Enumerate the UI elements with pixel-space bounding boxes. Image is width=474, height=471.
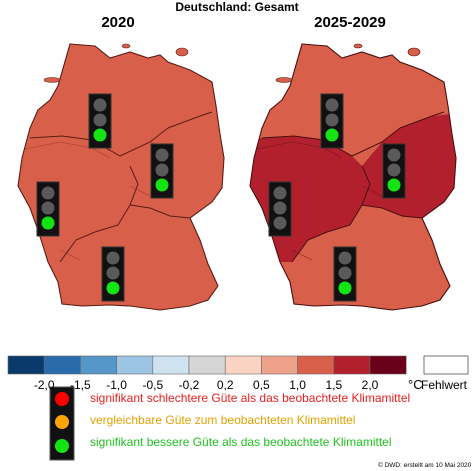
traffic-light-lamp xyxy=(387,178,401,192)
colorbar-tick-label: -2,0 xyxy=(33,378,55,392)
panel-title-right: 2025-2029 xyxy=(314,14,386,31)
traffic-light-south xyxy=(101,246,125,302)
traffic-light-lamp xyxy=(41,201,55,215)
colorbar-bin xyxy=(224,355,262,375)
traffic-light-lamp xyxy=(387,148,401,162)
colorbar-tick-label: 0,5 xyxy=(253,378,270,392)
traffic-light-lamp xyxy=(338,266,352,280)
legend-comparable-text: vergleichbare Güte zum beobachteten Klim… xyxy=(90,413,356,427)
colorbar-unit: °C xyxy=(408,377,423,392)
traffic-light-north xyxy=(320,93,344,149)
traffic-light-lamp xyxy=(155,163,169,177)
traffic-light-lamp xyxy=(106,266,120,280)
colorbar-bin xyxy=(116,355,154,375)
missing-value-box xyxy=(423,355,469,375)
traffic-light-north xyxy=(88,93,112,149)
colorbar-tick-label: -0,5 xyxy=(142,378,164,392)
legend-worse-text: signifikant schlechtere Güte als das beo… xyxy=(90,391,411,405)
traffic-light-lamp xyxy=(273,186,287,200)
traffic-light-lamp xyxy=(338,281,352,295)
traffic-light-east xyxy=(382,143,406,199)
traffic-light-lamp xyxy=(93,128,107,142)
traffic-light-west xyxy=(36,181,60,237)
traffic-light-lamp xyxy=(41,216,55,230)
traffic-light-lamp xyxy=(325,128,339,142)
traffic-light-lamp xyxy=(155,148,169,162)
colorbar-tick-label: -1,5 xyxy=(70,378,91,392)
traffic-light-lamp xyxy=(273,201,287,215)
traffic-light-lamp xyxy=(41,186,55,200)
colorbar-tick-label: -1,0 xyxy=(106,378,127,392)
colorbar-tick-label: 1,5 xyxy=(325,378,343,392)
traffic-light-lamp xyxy=(273,216,287,230)
legend-traffic-light-icon xyxy=(49,386,75,461)
colorbar-tick-label: -0,2 xyxy=(178,378,200,392)
missing-value-label: Fehlwert xyxy=(421,378,468,392)
traffic-light-west xyxy=(268,181,292,237)
colorbar-bin xyxy=(80,355,117,375)
colorbar-bin xyxy=(261,355,298,375)
legend-better-text: signifikant bessere Güte als das beobach… xyxy=(90,435,392,449)
traffic-light-lamp xyxy=(325,98,339,112)
traffic-light-lamp xyxy=(325,113,339,127)
map-title: Deutschland: Gesamt xyxy=(175,0,299,14)
colorbar xyxy=(7,355,407,375)
colorbar-bin xyxy=(43,355,81,375)
colorbar-bin xyxy=(333,355,371,375)
traffic-light-east xyxy=(150,143,174,199)
traffic-light-lamp xyxy=(106,251,120,265)
colorbar-tick-label: 1,0 xyxy=(289,378,306,392)
colorbar-bin xyxy=(297,355,335,375)
panel-title-left: 2020 xyxy=(101,14,135,31)
traffic-lights-right xyxy=(268,93,406,302)
colorbar-bin xyxy=(152,355,190,375)
footer-credit: © DWD: erstellt am 10 Mai 2020 xyxy=(378,462,472,469)
colorbar-tick-label: 0,2 xyxy=(216,378,234,392)
colorbar-bin xyxy=(188,355,226,375)
traffic-light-south xyxy=(333,246,357,302)
colorbar-tick-label: 2,0 xyxy=(361,378,379,392)
traffic-light-lamp xyxy=(387,163,401,177)
traffic-light-lamp xyxy=(106,281,120,295)
traffic-light-lamp xyxy=(338,251,352,265)
traffic-light-lamp xyxy=(93,113,107,127)
traffic-light-lamp xyxy=(155,178,169,192)
traffic-lights-left xyxy=(36,93,174,302)
colorbar-bin xyxy=(369,355,407,375)
colorbar-bin xyxy=(7,355,45,375)
traffic-light-lamp xyxy=(93,98,107,112)
